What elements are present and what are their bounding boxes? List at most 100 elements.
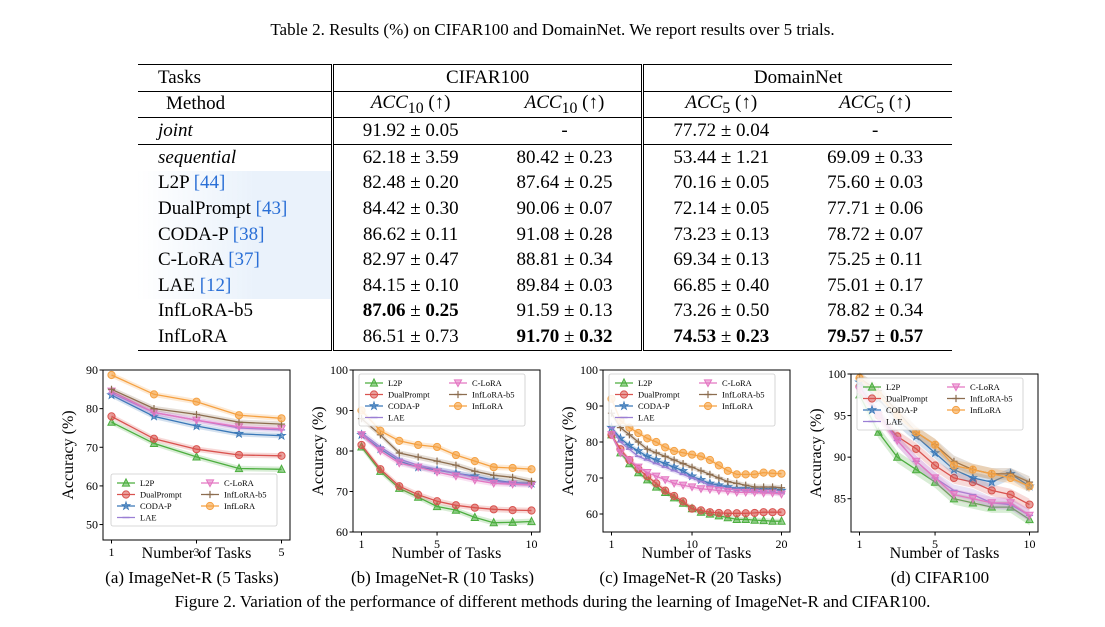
legend-item: CODA-P — [615, 400, 670, 411]
data-point — [741, 514, 751, 523]
figure-caption: Figure 2. Variation of the performance o… — [174, 592, 931, 611]
citation-link[interactable]: [37] — [228, 249, 260, 271]
y-tick-label: 85 — [834, 492, 846, 506]
chart-0: 50 60 70 80 90 1 3 5 Number of Tasks Accuracy (%)… — [60, 363, 291, 562]
legend-item: InfLoRA-b5 — [449, 390, 515, 400]
legend-label: C-LoRA — [224, 478, 255, 488]
x-tick-label: 1 — [359, 537, 365, 551]
data-point — [625, 431, 633, 439]
data-point — [668, 461, 680, 472]
data-point — [414, 490, 423, 499]
x-tick-label: 1 — [857, 537, 863, 551]
legend-item: DualPrompt — [365, 390, 430, 400]
data-point — [777, 469, 786, 478]
data-point — [987, 469, 996, 478]
legend-label: LAE — [388, 413, 405, 423]
data-point — [741, 488, 751, 498]
data-point — [732, 514, 742, 523]
data-point — [235, 418, 243, 426]
data-point — [670, 491, 679, 501]
data-point — [892, 451, 902, 461]
data-point — [733, 479, 741, 487]
legend-label: InfLoRA — [970, 405, 1002, 415]
data-point — [149, 434, 159, 443]
data-point — [107, 412, 116, 421]
data-point — [149, 438, 159, 448]
data-point — [277, 464, 286, 473]
legend-item: CODA-P — [365, 400, 420, 411]
table-row: CODA-P [38] 86.62 ± 0.11 91.08 ± 0.28 73… — [138, 221, 952, 248]
data-point — [659, 458, 671, 469]
subcaption-d: (d) CIFAR100 — [890, 568, 990, 587]
y-tick-label: 80 — [336, 444, 348, 458]
data-point — [677, 465, 689, 476]
legend-label: DualPrompt — [886, 394, 928, 404]
data-point — [714, 461, 723, 470]
table-row: sequential 62.18 ± 3.59 80.42 ± 0.23 53.… — [138, 144, 952, 171]
data-point — [759, 468, 768, 477]
data-point — [715, 474, 723, 482]
data-point — [234, 450, 244, 460]
legend-item: InfLoRA — [201, 501, 256, 511]
citation-link[interactable]: [44] — [193, 172, 226, 194]
data-point — [768, 469, 777, 478]
data-point — [470, 512, 480, 522]
legend-label: LAE — [140, 513, 157, 523]
data-point — [670, 446, 679, 456]
legend-label: L2P — [388, 378, 402, 388]
data-point — [696, 506, 706, 515]
data-point — [759, 515, 769, 525]
legend-label: InfLoRA-b5 — [722, 390, 765, 400]
y-tick-label: 60 — [586, 507, 598, 521]
table-header-row-2: Method ACC10 (↑) ACC10 (↑) ACC5 (↑) ACC5… — [138, 91, 952, 118]
header-acc5: ACC5 (↑) — [685, 91, 758, 117]
series-dualprompt — [607, 430, 786, 518]
data-point — [949, 473, 959, 483]
data-point — [527, 477, 536, 485]
legend-label: CODA-P — [886, 405, 918, 415]
citation-link[interactable]: [38] — [232, 223, 265, 245]
data-point — [414, 453, 422, 461]
y-tick-label: 100 — [828, 367, 846, 381]
data-point — [892, 436, 902, 446]
y-tick-label: 95 — [834, 409, 846, 423]
legend-label: LAE — [638, 413, 655, 423]
series-line — [361, 410, 532, 470]
data-point — [634, 428, 643, 438]
legend-item: InfLoRA — [449, 401, 504, 411]
y-tick-label: 60 — [336, 525, 348, 539]
data-point — [489, 463, 498, 472]
data-point — [149, 390, 159, 399]
y-tick-label: 80 — [586, 435, 598, 449]
data-point — [669, 479, 679, 489]
data-point — [489, 505, 498, 514]
legend-label: LAE — [886, 417, 903, 427]
series-inflora — [357, 406, 536, 474]
citation-link[interactable]: [43] — [255, 197, 288, 219]
series-line — [361, 434, 532, 486]
table-row: C-LoRA [37] 82.97 ± 0.47 88.81 ± 0.34 69… — [138, 247, 952, 273]
data-point — [624, 456, 634, 465]
y-axis-label: Accuracy (%) — [560, 406, 577, 495]
x-axis-label: Number of Tasks — [392, 545, 502, 562]
data-point — [777, 508, 786, 517]
data-point — [873, 426, 883, 436]
data-point — [643, 445, 651, 453]
y-axis-label: Accuracy (%) — [310, 406, 327, 495]
data-point — [527, 465, 536, 474]
y-tick-label: 90 — [336, 404, 348, 418]
data-point — [696, 485, 706, 494]
citation-link[interactable]: [12] — [199, 274, 232, 296]
x-tick-label: 3 — [194, 545, 200, 559]
axes-frame — [602, 369, 791, 533]
legend-item: InfLoRA-b5 — [947, 394, 1013, 404]
legend-item: L2P — [117, 477, 154, 488]
x-tick-label: 20 — [776, 537, 788, 551]
data-point — [192, 445, 201, 454]
data-point — [616, 449, 625, 458]
data-point — [714, 508, 723, 518]
y-tick-label: 70 — [586, 471, 598, 485]
x-tick-label: 5 — [932, 537, 938, 551]
